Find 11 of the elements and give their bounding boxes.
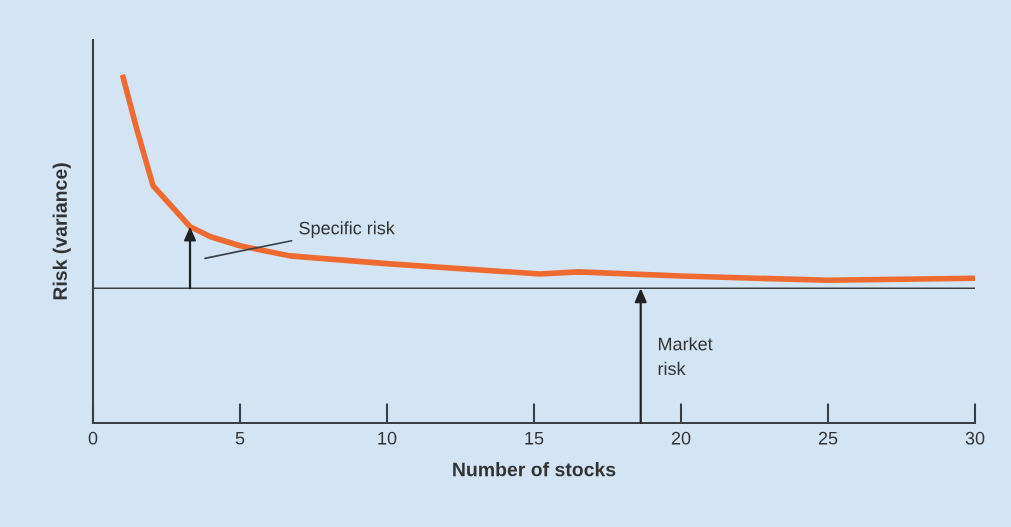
x-tick-label: 15 [525, 432, 544, 445]
y-axis-title: Risk (variance) [52, 163, 71, 300]
x-axis-title: Number of stocks [453, 462, 616, 477]
x-tick-label: 20 [671, 431, 691, 445]
x-tick-label: 5 [235, 432, 245, 445]
annotation: Specific risk [299, 221, 395, 238]
x-tick-label: 25 [818, 431, 838, 445]
x-tick-label: 0 [88, 431, 98, 445]
x-tick-label: 10 [378, 431, 397, 445]
annotation: Market risk [658, 337, 713, 376]
x-tick-label: 30 [965, 431, 985, 445]
